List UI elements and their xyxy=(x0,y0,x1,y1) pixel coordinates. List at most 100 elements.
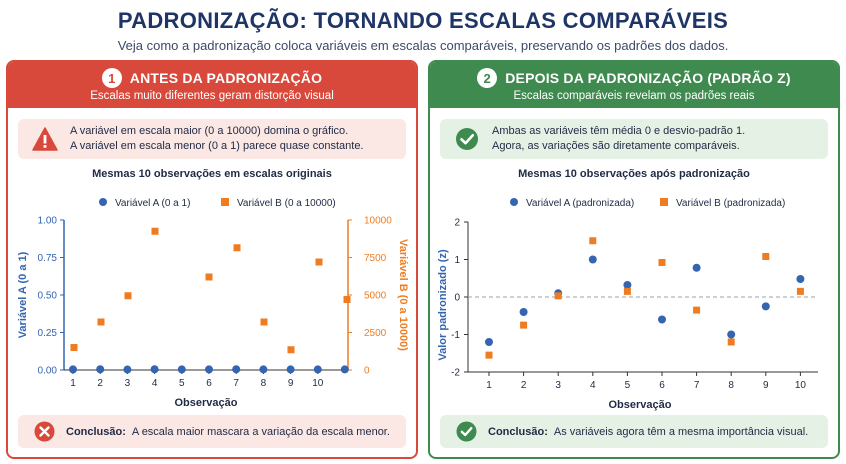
info-line-2: A variável em escala menor (0 a 1) parec… xyxy=(70,140,364,152)
info-box: A variável em escala maior (0 a 10000) d… xyxy=(18,119,406,159)
data-point-b xyxy=(762,253,770,260)
y-tick-label-left: 0.00 xyxy=(38,366,58,377)
data-point-b xyxy=(151,227,159,235)
y-tick-label-right: 5000 xyxy=(364,291,387,302)
legend-marker-b xyxy=(221,198,229,206)
data-point-a xyxy=(96,365,105,374)
data-point-a xyxy=(150,365,159,374)
data-point-b xyxy=(554,292,562,300)
data-point-a xyxy=(761,302,770,311)
panel-before-header: 1 ANTES DA PADRONIZAÇÃO Escalas muito di… xyxy=(8,62,416,108)
y-axis-label-right: Variável B (0 a 10000) xyxy=(397,239,409,351)
x-tick-label: 6 xyxy=(659,380,665,391)
y-tick-label-left: 1.00 xyxy=(38,216,58,227)
x-tick-label: 7 xyxy=(233,378,239,389)
y-tick-label: 2 xyxy=(454,218,460,229)
data-point-b xyxy=(693,306,701,314)
y-tick-label-left: 0.50 xyxy=(38,291,58,302)
step-number-badge: 2 xyxy=(477,68,498,88)
x-tick-label: 5 xyxy=(179,378,185,389)
x-tick-label: 9 xyxy=(288,378,294,389)
page-subtitle: Veja como a padronização coloca variávei… xyxy=(117,38,729,53)
data-point-b xyxy=(233,244,241,252)
data-point-b xyxy=(485,351,493,359)
legend-marker-b xyxy=(660,198,668,206)
data-point-b xyxy=(343,296,351,303)
conclusion-label: Conclusão: xyxy=(488,425,548,438)
check-circle-icon xyxy=(456,128,478,150)
x-tick-label: 4 xyxy=(152,378,158,389)
y-axis-label: Valor padronizado (z) xyxy=(437,249,449,361)
data-point-b xyxy=(70,344,78,351)
data-point-a xyxy=(205,365,213,374)
x-tick-label: 1 xyxy=(486,380,492,391)
legend-label-b: Variável B (padronizada) xyxy=(676,198,785,209)
x-tick-label: 8 xyxy=(728,380,734,391)
legend-label-a: Variável A (0 a 1) xyxy=(115,198,190,209)
legend-label-a: Variável A (padronizada) xyxy=(526,198,634,209)
step-number-badge: 1 xyxy=(101,68,122,88)
y-tick-label: 1 xyxy=(454,255,460,266)
data-point-a xyxy=(232,365,241,374)
panel-after-header: 2 DEPOIS DA PADRONIZAÇÃO (PADRÃO Z) Esca… xyxy=(430,62,838,108)
info-line-1: A variável em escala maior (0 a 10000) d… xyxy=(70,125,349,137)
panel-heading: ANTES DA PADRONIZAÇÃO xyxy=(129,70,323,86)
data-point-a xyxy=(340,365,349,374)
x-axis-label: Observação xyxy=(175,397,238,409)
panel-heading: DEPOIS DA PADRONIZAÇÃO (PADRÃO Z) xyxy=(505,70,791,86)
conclusion-box: Conclusão: As variáveis agora têm a mesm… xyxy=(440,415,828,448)
info-box: Ambas as variáveis têm média 0 e desvio-… xyxy=(440,119,828,159)
conclusion-text: As variáveis agora têm a mesma importânc… xyxy=(553,425,809,438)
x-tick-label: 2 xyxy=(521,380,527,391)
data-point-b xyxy=(205,273,213,281)
check-circle-icon xyxy=(456,421,477,442)
data-point-b xyxy=(315,258,323,266)
x-tick-label: 8 xyxy=(261,378,267,389)
data-point-a xyxy=(485,338,493,346)
data-point-b xyxy=(589,237,597,245)
x-tick-label: 2 xyxy=(97,378,103,389)
page-title: PADRONIZAÇÃO: TORNANDO ESCALAS COMPARÁVE… xyxy=(117,8,729,33)
legend-marker-a xyxy=(510,198,518,206)
panel-before: 1 ANTES DA PADRONIZAÇÃO Escalas muito di… xyxy=(6,60,418,459)
y-tick-label-left: 0.25 xyxy=(38,328,58,339)
y-tick-label-left: 0.75 xyxy=(38,253,58,264)
data-point-b xyxy=(520,321,528,329)
data-point-b xyxy=(658,259,666,266)
x-tick-label: 10 xyxy=(795,380,807,391)
x-circle-icon xyxy=(34,421,55,442)
data-point-b xyxy=(623,287,631,295)
panel-after: 2 DEPOIS DA PADRONIZAÇÃO (PADRÃO Z) Esca… xyxy=(428,60,840,459)
data-point-b xyxy=(260,318,268,326)
data-point-a xyxy=(177,365,186,374)
data-point-b xyxy=(97,318,105,326)
data-point-a xyxy=(796,275,805,283)
data-point-b xyxy=(124,292,132,300)
y-tick-label: -2 xyxy=(451,368,460,379)
data-point-a xyxy=(313,365,322,374)
y-tick-label-right: 2500 xyxy=(364,328,387,339)
data-point-a xyxy=(692,263,701,272)
chart-title: Mesmas 10 observações após padronização xyxy=(518,168,750,180)
data-point-a xyxy=(123,365,132,374)
data-point-a xyxy=(727,330,736,339)
conclusion-text: A escala maior mascara a variação da esc… xyxy=(131,425,390,438)
x-tick-label: 6 xyxy=(206,378,212,389)
x-tick-label: 7 xyxy=(694,380,700,391)
info-line-1: Ambas as variáveis têm média 0 e desvio-… xyxy=(492,125,746,137)
x-tick-label: 3 xyxy=(125,378,131,389)
x-tick-label: 5 xyxy=(625,380,631,391)
data-point-a xyxy=(69,365,77,374)
data-point-a xyxy=(623,281,632,289)
y-axis-label-left: Variável A (0 a 1) xyxy=(17,251,29,338)
data-point-b xyxy=(287,346,295,354)
x-tick-label: 4 xyxy=(590,380,596,391)
panel-subheading: Escalas comparáveis revelam os padrões r… xyxy=(513,90,755,102)
data-point-a xyxy=(658,315,666,324)
chart-title: Mesmas 10 observações em escalas origina… xyxy=(92,168,332,180)
info-line-2: Agora, as variações são diretamente comp… xyxy=(492,140,740,152)
x-axis-label: Observação xyxy=(609,399,672,411)
warning-icon xyxy=(32,127,58,151)
x-tick-label: 1 xyxy=(70,378,76,389)
x-tick-label: 9 xyxy=(763,380,769,391)
